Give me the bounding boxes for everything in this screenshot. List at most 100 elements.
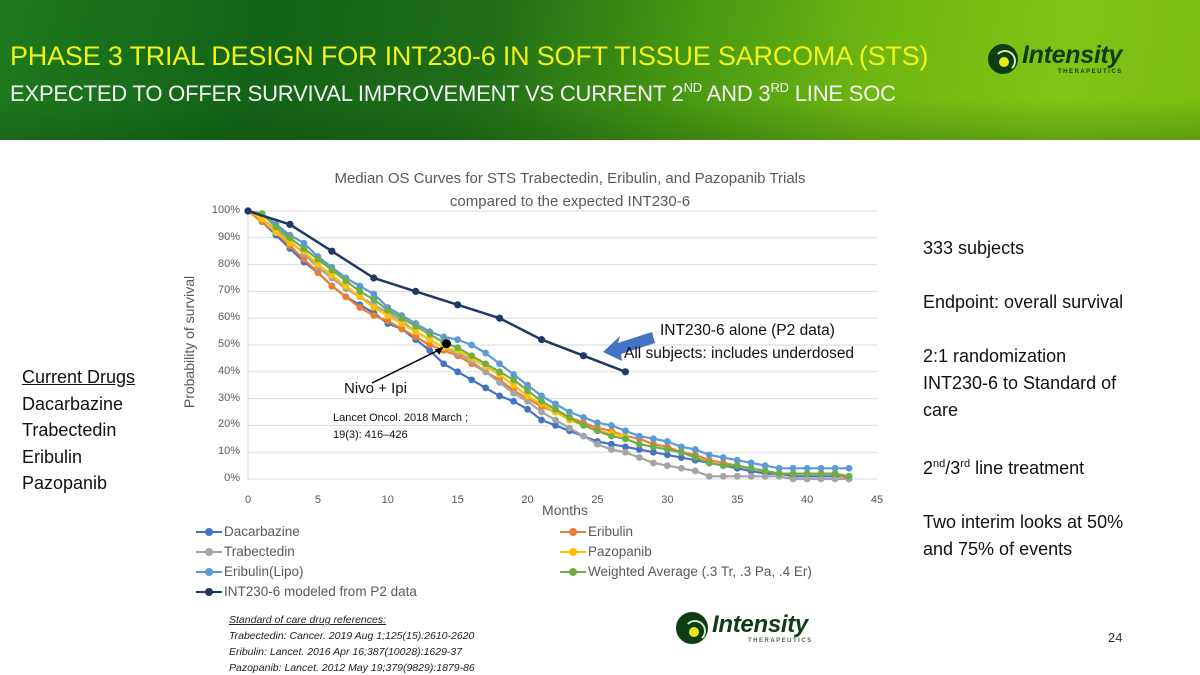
trial-facts: 333 subjects Endpoint: overall survival … <box>923 235 1153 590</box>
legend-item: Pazopanib <box>560 544 652 559</box>
data-point <box>426 330 434 338</box>
data-point <box>510 371 517 378</box>
y-tick-label: 40% <box>217 364 240 377</box>
data-point <box>398 314 406 322</box>
legend-swatch-icon <box>560 546 586 558</box>
intensity-logo-icon <box>988 44 1018 74</box>
data-point <box>733 456 741 464</box>
chart-title: Median OS Curves for STS Trabectedin, Er… <box>240 167 900 213</box>
data-point <box>789 470 797 478</box>
data-point <box>328 271 336 279</box>
data-point <box>342 282 350 290</box>
data-point <box>775 470 783 478</box>
legend-label: Dacarbazine <box>224 524 300 539</box>
nivo-ipi-arrow <box>371 347 442 384</box>
data-point <box>733 462 741 469</box>
annotation-arrows <box>371 332 655 384</box>
nivo-ipi-point <box>441 339 451 349</box>
data-point <box>272 229 280 236</box>
y-axis-label: Probability of survival <box>181 275 197 409</box>
x-tick-label: 0 <box>244 494 252 506</box>
data-point <box>328 282 336 290</box>
data-point <box>663 462 671 469</box>
data-point <box>286 239 294 247</box>
data-point <box>328 266 336 274</box>
data-point <box>454 336 462 344</box>
data-point <box>286 220 294 228</box>
data-point <box>412 328 420 335</box>
data-point <box>468 376 476 384</box>
data-point <box>384 306 392 314</box>
data-point <box>524 381 531 389</box>
y-tick-label: 80% <box>217 257 240 270</box>
data-point <box>691 454 699 461</box>
data-point <box>496 368 503 376</box>
data-point <box>845 472 853 480</box>
legend-label: Trabectedin <box>224 544 295 559</box>
data-point <box>510 376 517 384</box>
y-tick-label: 10% <box>217 445 240 458</box>
data-point <box>496 379 503 386</box>
logo-wordmark: Intensity <box>712 610 808 638</box>
legend-swatch-icon <box>560 526 586 538</box>
data-point <box>705 472 713 480</box>
data-point <box>454 368 462 376</box>
x-tick-label: 40 <box>800 494 814 506</box>
data-point <box>608 440 615 448</box>
data-point <box>356 288 364 295</box>
data-point <box>608 422 615 429</box>
legend-item: Eribulin(Lipo) <box>196 564 304 579</box>
data-point <box>691 467 699 475</box>
data-point <box>635 446 643 453</box>
legend-label: Pazopanib <box>588 544 652 559</box>
citation-line-2: 19(3): 416–426 <box>333 429 408 441</box>
data-point <box>649 459 657 467</box>
data-point <box>370 312 378 319</box>
data-point <box>789 475 797 483</box>
x-tick-label: 45 <box>870 494 884 506</box>
data-point <box>663 451 671 459</box>
data-point <box>622 427 629 435</box>
data-point <box>608 432 615 440</box>
data-point <box>594 419 601 427</box>
data-point <box>524 405 531 413</box>
y-tick-label: 50% <box>217 338 240 350</box>
data-point <box>328 247 336 255</box>
nivo-ipi-citation: Lancet Oncol. 2018 March ; 19(3): 416–42… <box>333 410 503 444</box>
data-point <box>538 397 545 405</box>
data-point <box>552 416 559 424</box>
data-point <box>370 274 378 282</box>
intensity-logo-icon <box>676 612 708 644</box>
drug-item: Eribulin <box>22 446 83 467</box>
data-point <box>356 293 364 301</box>
data-point <box>775 464 783 472</box>
data-point <box>761 467 769 475</box>
y-tick-label: 100% <box>211 204 240 216</box>
data-point <box>705 451 713 459</box>
data-point <box>580 422 587 429</box>
logo-wordmark: Intensity <box>1022 41 1123 69</box>
slide-title: PHASE 3 TRIAL DESIGN FOR INT230-6 IN SOF… <box>10 41 929 71</box>
data-point <box>510 381 517 389</box>
data-point <box>468 341 476 349</box>
data-point <box>468 352 476 360</box>
data-point <box>482 368 490 376</box>
legend-item: Eribulin <box>560 524 633 539</box>
data-point <box>258 215 266 223</box>
legend-item: Weighted Average (.3 Tr, .3 Pa, .4 Er) <box>560 564 812 579</box>
fact-interim: Two interim looks at 50% and 75% of even… <box>923 512 1124 559</box>
data-point <box>552 400 559 408</box>
x-tick-label: 35 <box>731 494 744 506</box>
y-tick-label: 30% <box>217 391 240 404</box>
data-point <box>789 464 797 472</box>
data-point <box>314 255 322 263</box>
data-point <box>356 304 364 311</box>
data-point <box>845 464 853 472</box>
data-point <box>524 387 531 394</box>
data-point <box>761 462 769 469</box>
chart-title-line-2: compared to the expected INT230-6 <box>449 193 691 210</box>
data-point <box>300 239 308 247</box>
data-point <box>803 470 811 478</box>
data-point <box>831 475 839 483</box>
data-point <box>552 405 559 413</box>
